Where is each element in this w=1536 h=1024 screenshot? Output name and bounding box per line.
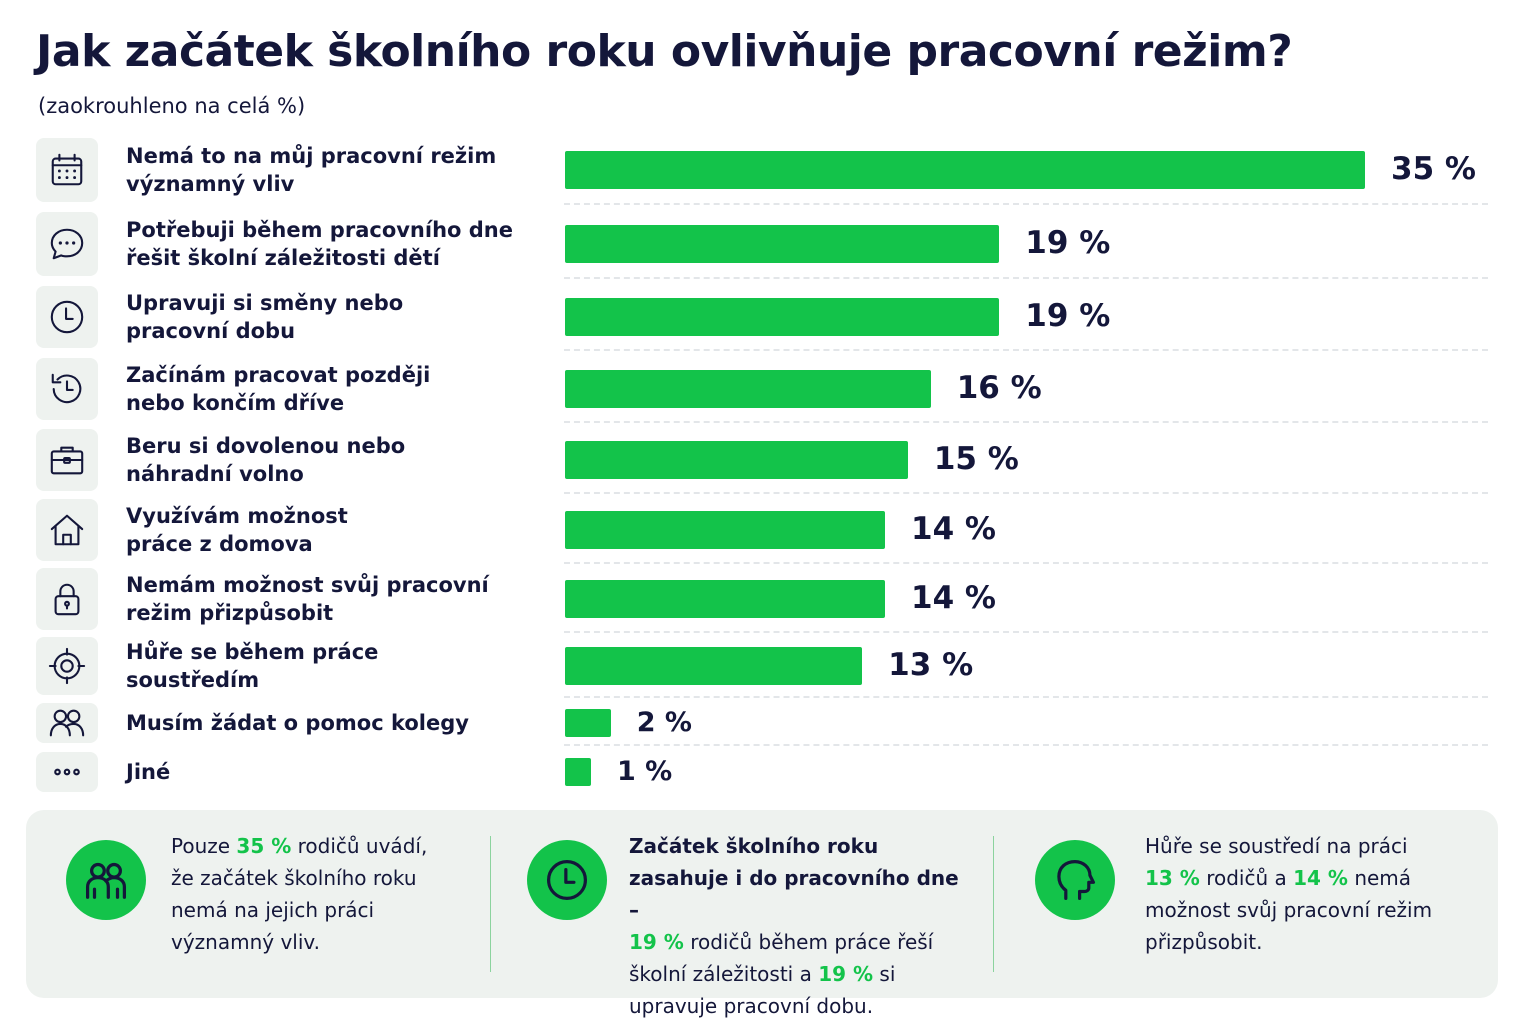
column-divider bbox=[490, 836, 491, 972]
category-label-text: Beru si dovolenou nebo náhradní volno bbox=[126, 434, 406, 486]
category-label-text: Začínám pracovat později nebo končím dřív… bbox=[126, 363, 431, 415]
category-label-text: Nemám možnost svůj pracovní režim přizpůs… bbox=[126, 573, 489, 625]
chart-row: Potřebuji během pracovního dne řešit škol… bbox=[0, 212, 1536, 279]
category-label-text: Jiné bbox=[126, 760, 171, 784]
bar bbox=[565, 511, 885, 549]
summary-text-2: Začátek školního roku zasahuje i do praco… bbox=[629, 834, 959, 1018]
bar-value-label: 35 % bbox=[1391, 151, 1476, 187]
chart-row: Začínám pracovat později nebo končím dřív… bbox=[0, 358, 1536, 423]
clock-icon bbox=[36, 286, 98, 348]
bar bbox=[565, 441, 908, 479]
chart-row: Upravuji si směny nebo pracovní dobu 19 % bbox=[0, 286, 1536, 351]
chart-row: Využívám možnost práce z domova 14 % bbox=[0, 499, 1536, 564]
row-separator bbox=[564, 492, 1488, 494]
bar bbox=[565, 647, 863, 685]
summary-text-1: Pouze 35 % rodičů uvádí, že začátek školn… bbox=[171, 834, 428, 954]
row-separator bbox=[564, 203, 1488, 205]
category-label: Upravuji si směny nebo pracovní dobu bbox=[126, 286, 526, 348]
bold-lead-text: Začátek školního roku bbox=[629, 834, 879, 858]
column-divider bbox=[993, 836, 994, 972]
summary-text-3: Hůře se soustředí na práci 13 % rodičů a … bbox=[1145, 834, 1433, 954]
category-label: Beru si dovolenou nebo náhradní volno bbox=[126, 429, 526, 491]
category-label: Nemá to na můj pracovní režim významný vl… bbox=[126, 138, 526, 202]
bar bbox=[565, 580, 885, 618]
people-icon-badge bbox=[66, 840, 146, 920]
row-separator bbox=[564, 631, 1488, 633]
clock-history-icon bbox=[36, 358, 98, 420]
row-separator bbox=[564, 696, 1488, 698]
chat-bubble-icon bbox=[36, 212, 98, 276]
row-separator bbox=[564, 421, 1488, 423]
highlight-percentage: 19 % bbox=[818, 962, 874, 986]
chart-row: Musím žádat o pomoc kolegy 2 % bbox=[0, 703, 1536, 746]
bar-value-label: 13 % bbox=[888, 647, 974, 683]
chart-row: Beru si dovolenou nebo náhradní volno 15 % bbox=[0, 429, 1536, 494]
bold-lead-text: zasahuje i do pracovního dne – bbox=[629, 866, 959, 922]
calendar-icon bbox=[36, 138, 98, 202]
category-label: Využívám možnost práce z domova bbox=[126, 499, 526, 561]
chart-row: Nemá to na můj pracovní režim významný vl… bbox=[0, 138, 1536, 205]
category-label: Musím žádat o pomoc kolegy bbox=[126, 703, 526, 743]
head-profile-icon-badge bbox=[1035, 840, 1115, 920]
bar bbox=[565, 298, 1000, 336]
category-label-text: Potřebuji během pracovního dne řešit škol… bbox=[126, 218, 513, 270]
category-label-text: Nemá to na můj pracovní režim významný vl… bbox=[126, 144, 497, 196]
chart-row: Hůře se během práce soustředím 13 % bbox=[0, 637, 1536, 698]
bar bbox=[565, 225, 1000, 263]
category-label: Jiné bbox=[126, 752, 526, 792]
house-icon bbox=[36, 499, 98, 561]
bar-value-label: 19 % bbox=[1025, 225, 1111, 261]
bar-value-label: 15 % bbox=[933, 441, 1019, 477]
bar bbox=[565, 758, 591, 786]
bar-value-label: 1 % bbox=[617, 756, 673, 787]
lock-icon bbox=[36, 568, 98, 630]
target-icon bbox=[36, 637, 98, 695]
chart-row: Nemám možnost svůj pracovní režim přizpůs… bbox=[0, 568, 1536, 633]
bar-value-label: 16 % bbox=[956, 370, 1042, 406]
category-label-text: Musím žádat o pomoc kolegy bbox=[126, 711, 469, 735]
row-separator bbox=[564, 744, 1488, 746]
category-label: Hůře se během práce soustředím bbox=[126, 637, 526, 695]
highlight-percentage: 19 % bbox=[629, 930, 684, 954]
row-separator bbox=[564, 562, 1488, 564]
category-label-text: Upravuji si směny nebo pracovní dobu bbox=[126, 291, 404, 343]
bar bbox=[565, 370, 931, 408]
chart-row: Jiné 1 % bbox=[0, 752, 1536, 792]
bar-value-label: 19 % bbox=[1025, 298, 1111, 334]
more-dots-icon bbox=[36, 752, 98, 792]
page-title: Jak začátek školního roku ovlivňuje prac… bbox=[36, 26, 1293, 77]
category-label-text: Hůře se během práce soustředím bbox=[126, 640, 379, 692]
page-subtitle: (zaokrouhleno na celá %) bbox=[38, 94, 306, 118]
category-label: Začínám pracovat později nebo končím dřív… bbox=[126, 358, 526, 420]
briefcase-icon bbox=[36, 429, 98, 491]
category-label-text: Využívám možnost práce z domova bbox=[126, 504, 348, 556]
row-separator bbox=[564, 349, 1488, 351]
people-icon bbox=[36, 703, 98, 743]
bar-value-label: 2 % bbox=[636, 707, 692, 738]
bar-value-label: 14 % bbox=[911, 580, 996, 616]
highlight-percentage: 14 % bbox=[1293, 866, 1348, 890]
category-label: Potřebuji během pracovního dne řešit škol… bbox=[126, 212, 526, 276]
bar bbox=[565, 709, 611, 737]
bar bbox=[565, 151, 1365, 189]
category-label: Nemám možnost svůj pracovní režim přizpůs… bbox=[126, 568, 526, 630]
highlight-percentage: 13 % bbox=[1145, 866, 1200, 890]
summary-panel: Pouze 35 % rodičů uvádí, že začátek školn… bbox=[26, 810, 1498, 1018]
clock-icon-badge bbox=[527, 840, 607, 920]
highlight-percentage: 35 % bbox=[236, 834, 292, 858]
bar-value-label: 14 % bbox=[911, 511, 996, 547]
row-separator bbox=[564, 277, 1488, 279]
